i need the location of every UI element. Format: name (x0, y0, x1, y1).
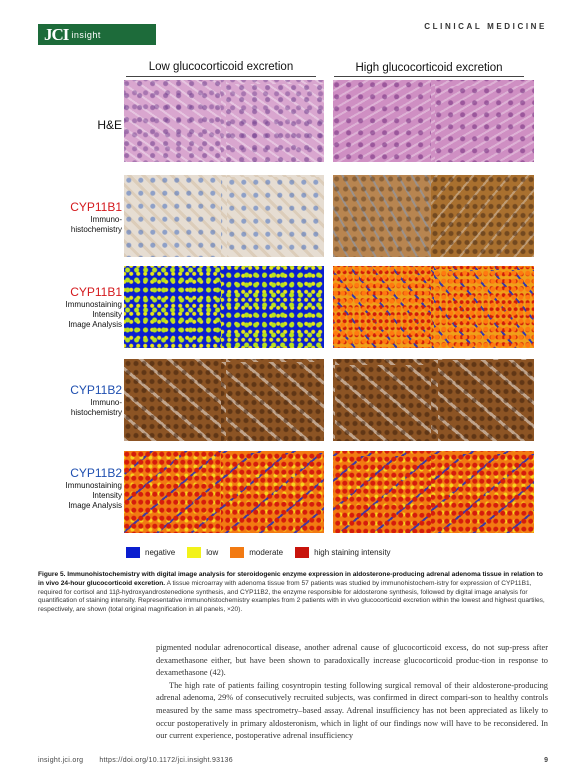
panel-cyp11b1-ihc-low-1 (124, 175, 227, 257)
figure-caption-text: A tissue microarray with adenoma tissue … (38, 579, 545, 614)
row-label-cyp11b1-ia: CYP11B1 Immunostaining Intensity Image A… (40, 285, 122, 330)
journal-logo: JCI insight (38, 24, 156, 45)
panel-he-low-1 (124, 80, 227, 162)
row-label-he-title: H&E (97, 118, 122, 132)
row-label-he: H&E (40, 118, 122, 133)
row-label-cyp11b1-ihc-sub-2: histochemistry (70, 225, 122, 234)
row-label-cyp11b2-ia-sub-2: Intensity (92, 491, 122, 500)
column-header-high: High glucocorticoid excretion (355, 62, 503, 74)
legend-label-negative: negative (145, 548, 176, 557)
logo-jci: JCI (44, 24, 69, 44)
legend-swatch-low (187, 547, 202, 558)
panel-cyp11b1-ia-low-1 (124, 266, 227, 348)
row-label-cyp11b1-ia-title: CYP11B1 (70, 285, 122, 299)
panel-cyp11b2-ia-low-2 (221, 451, 324, 533)
row-label-cyp11b1-ia-sub-2: Intensity (92, 310, 122, 319)
panel-cyp11b1-ia-high-2 (431, 266, 534, 348)
row-label-cyp11b2-ia-title: CYP11B2 (70, 466, 122, 480)
footer-site-link[interactable]: insight.jci.org (38, 757, 84, 764)
legend-item-moderate: moderate (230, 547, 283, 558)
footer-doi-link[interactable]: https://doi.org/10.1172/jci.insight.9313… (99, 757, 233, 764)
legend-swatch-high (295, 547, 310, 558)
row-label-cyp11b2-ia-sub-1: Immunostaining (65, 481, 122, 490)
row-label-cyp11b2-ihc: CYP11B2 Immuno- histochemistry (40, 383, 122, 418)
panel-cyp11b1-ihc-low-2 (221, 175, 324, 257)
panel-cyp11b2-ihc-high-1 (333, 359, 436, 441)
body-paragraph-2: The high rate of patients failing cosynt… (156, 680, 548, 741)
legend-item-low: low (187, 547, 218, 558)
legend-label-moderate: moderate (249, 548, 284, 557)
staining-legend: negative low moderate high staining inte… (126, 547, 403, 558)
section-label: CLINICAL MEDICINE (424, 22, 547, 31)
panel-cyp11b1-ia-high-1 (333, 266, 436, 348)
row-label-cyp11b2-ihc-sub-1: Immuno- (90, 398, 122, 407)
panel-cyp11b1-ia-low-2 (221, 266, 324, 348)
panel-cyp11b1-ihc-high-2 (431, 175, 534, 257)
figure-caption: Figure 5. Immunohistochemistry with digi… (38, 571, 548, 615)
row-label-cyp11b2-ia: CYP11B2 Immunostaining Intensity Image A… (40, 466, 122, 511)
row-label-cyp11b1-ia-sub-1: Immunostaining (65, 300, 122, 309)
row-label-cyp11b2-ihc-title: CYP11B2 (70, 383, 122, 397)
page-number: 9 (544, 757, 548, 764)
row-label-cyp11b1-ihc: CYP11B1 Immuno- histochemistry (40, 200, 122, 235)
figure-caption-title: Figure 5. Immunohistochemistry with digi… (38, 571, 543, 587)
column-header-low-underline (126, 76, 316, 77)
row-label-cyp11b2-ia-sub-3: Image Analysis (68, 501, 122, 510)
body-paragraph-1: pigmented nodular adrenocortical disease… (156, 643, 548, 678)
row-label-cyp11b1-ihc-title: CYP11B1 (70, 200, 122, 214)
panel-cyp11b2-ihc-low-1 (124, 359, 227, 441)
legend-item-high: high staining intensity (295, 547, 391, 558)
panel-he-high-1 (333, 80, 436, 162)
panel-cyp11b2-ia-low-1 (124, 451, 227, 533)
column-header-low: Low glucocorticoid excretion (148, 61, 294, 73)
legend-label-high: high staining intensity (314, 548, 391, 557)
row-label-cyp11b1-ia-sub-3: Image Analysis (68, 320, 122, 329)
row-label-cyp11b2-ihc-sub-2: histochemistry (70, 408, 122, 417)
logo-insight: insight (71, 29, 101, 40)
panel-cyp11b2-ia-high-1 (333, 451, 436, 533)
page-footer: insight.jci.org https://doi.org/10.1172/… (38, 757, 548, 764)
legend-swatch-moderate (230, 547, 245, 558)
legend-item-negative: negative (126, 547, 175, 558)
legend-swatch-negative (126, 547, 140, 558)
column-header-high-underline (334, 76, 524, 77)
panel-he-low-2 (221, 80, 324, 162)
panel-cyp11b2-ihc-low-2 (221, 359, 324, 441)
legend-label-low: low (206, 548, 219, 557)
panel-he-high-2 (431, 80, 534, 162)
panel-cyp11b1-ihc-high-1 (333, 175, 436, 257)
panel-cyp11b2-ia-high-2 (431, 451, 534, 533)
row-label-cyp11b1-ihc-sub-1: Immuno- (90, 215, 122, 224)
body-text: pigmented nodular adrenocortical disease… (156, 642, 548, 743)
panel-cyp11b2-ihc-high-2 (431, 359, 534, 441)
